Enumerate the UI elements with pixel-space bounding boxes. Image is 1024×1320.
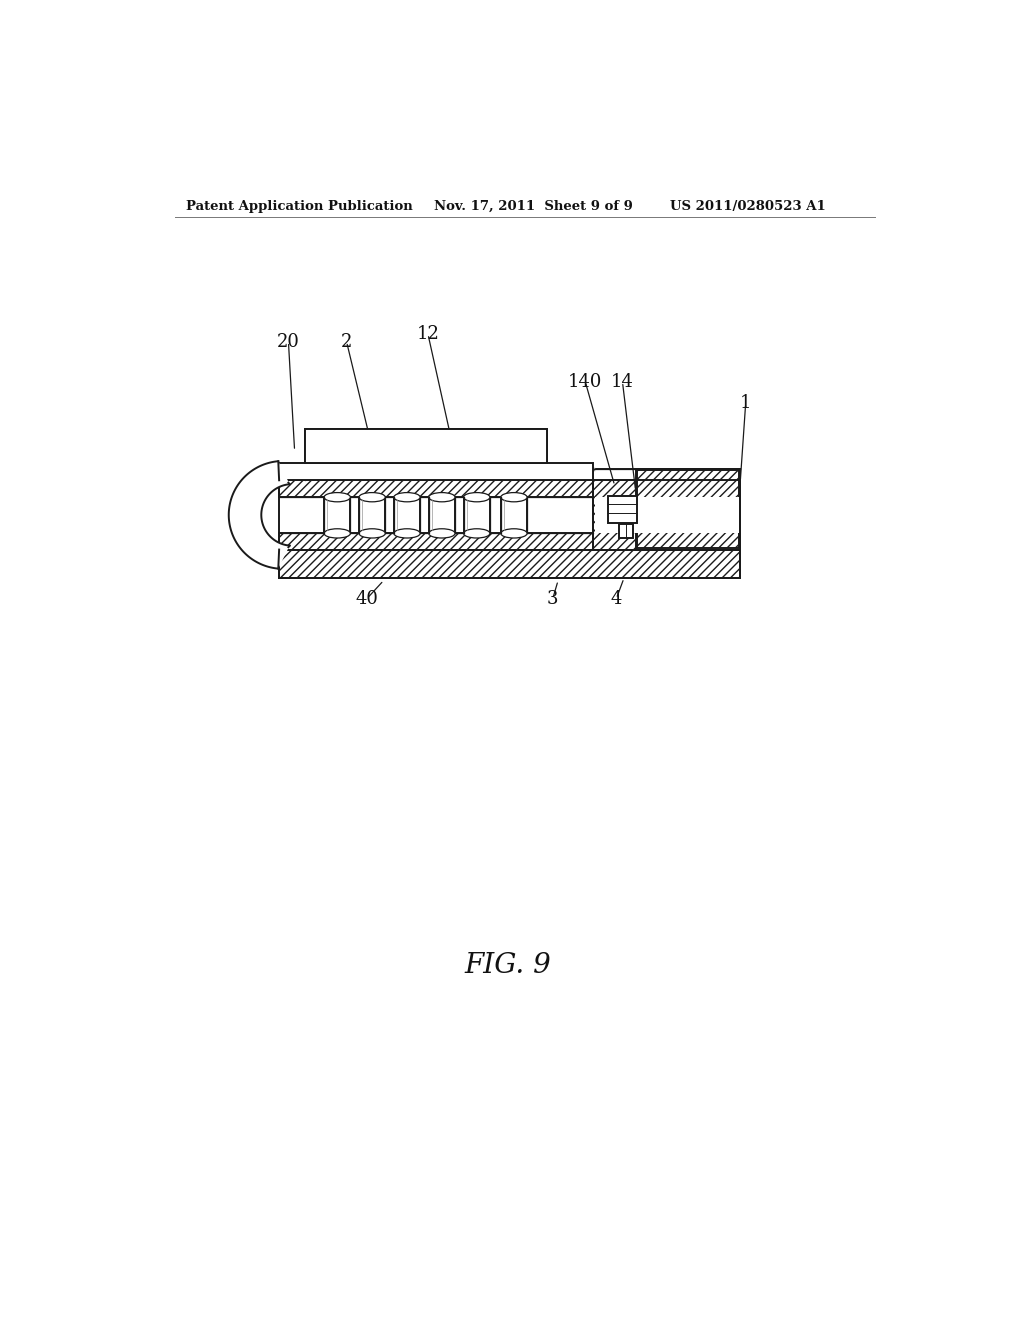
Ellipse shape — [324, 529, 350, 539]
Bar — [593, 469, 740, 480]
Bar — [607, 496, 637, 523]
Ellipse shape — [501, 529, 527, 539]
Bar — [280, 480, 593, 498]
Text: FIG. 9: FIG. 9 — [464, 952, 551, 979]
Ellipse shape — [429, 529, 455, 539]
Ellipse shape — [359, 529, 385, 539]
Bar — [618, 524, 633, 539]
Text: 12: 12 — [417, 325, 439, 343]
Bar — [636, 469, 740, 549]
Bar — [280, 462, 593, 480]
Ellipse shape — [394, 529, 420, 539]
Text: US 2011/0280523 A1: US 2011/0280523 A1 — [671, 199, 826, 213]
Text: Nov. 17, 2011  Sheet 9 of 9: Nov. 17, 2011 Sheet 9 of 9 — [434, 199, 633, 213]
Ellipse shape — [464, 492, 489, 502]
Bar — [429, 498, 455, 533]
Ellipse shape — [464, 529, 489, 539]
Bar — [464, 498, 489, 533]
Bar — [280, 533, 593, 549]
Text: 2: 2 — [341, 333, 352, 351]
Text: 1: 1 — [740, 395, 752, 412]
Bar — [501, 498, 527, 533]
Ellipse shape — [501, 492, 527, 502]
Bar — [595, 498, 738, 533]
Text: 40: 40 — [355, 590, 378, 607]
Text: Patent Application Publication: Patent Application Publication — [186, 199, 413, 213]
Bar — [394, 498, 420, 533]
Text: 20: 20 — [276, 333, 300, 351]
Bar — [359, 498, 385, 533]
Ellipse shape — [394, 492, 420, 502]
Ellipse shape — [359, 492, 385, 502]
Text: 4: 4 — [610, 590, 622, 607]
Text: 3: 3 — [547, 590, 558, 607]
Bar — [593, 480, 740, 549]
Bar — [305, 429, 547, 462]
Ellipse shape — [324, 492, 350, 502]
Bar — [280, 549, 740, 578]
Bar — [637, 470, 738, 548]
Text: 14: 14 — [611, 372, 634, 391]
Ellipse shape — [429, 492, 455, 502]
Text: 140: 140 — [568, 372, 602, 391]
Polygon shape — [228, 461, 290, 569]
Bar — [324, 498, 350, 533]
